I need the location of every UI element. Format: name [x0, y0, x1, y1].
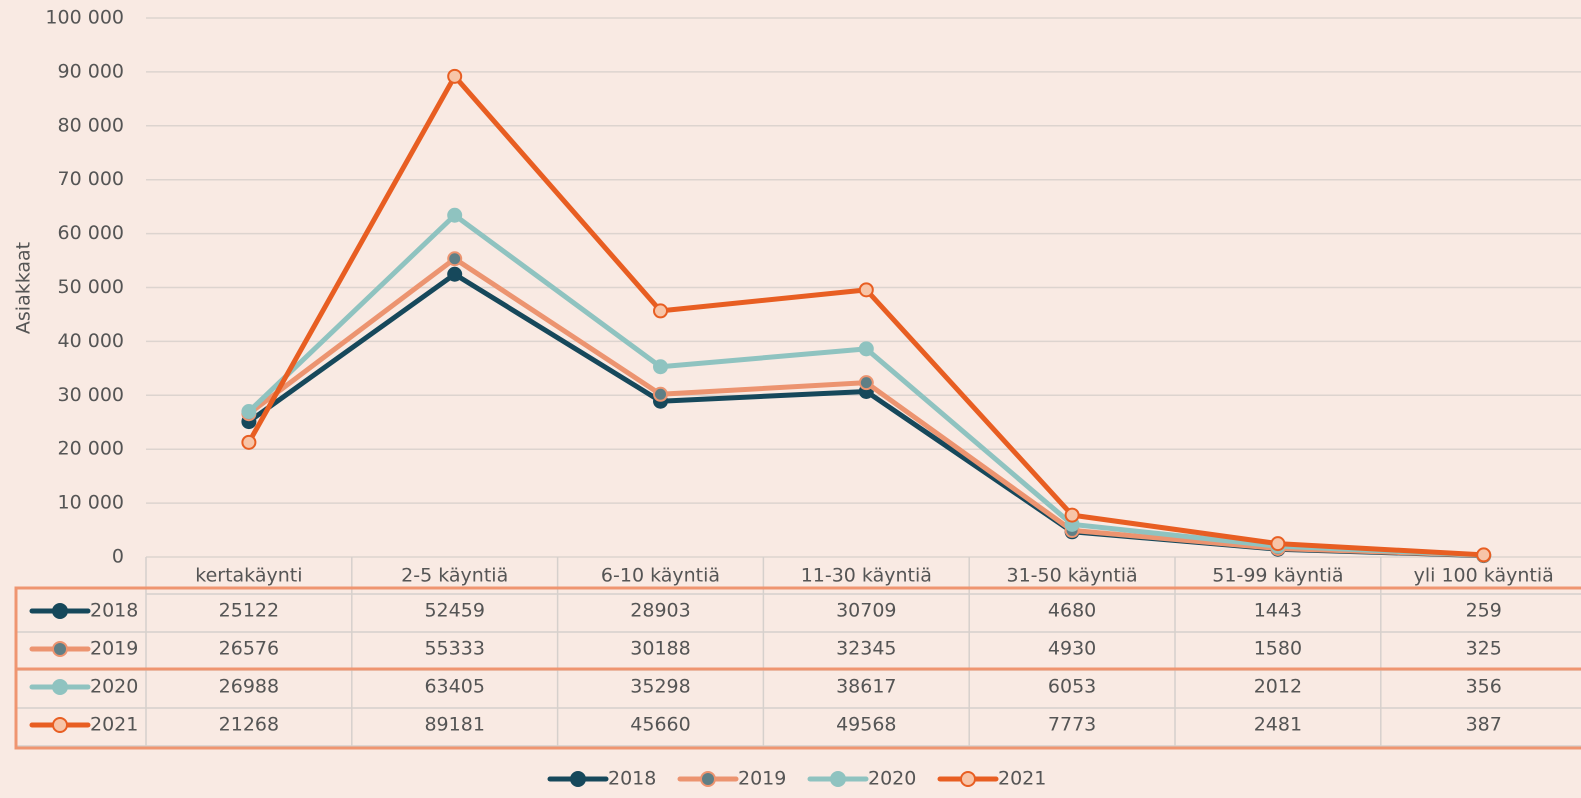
table-cell: 35298 [630, 676, 690, 698]
legend-key-marker [52, 641, 68, 657]
data-point [241, 434, 257, 450]
table-row-label: 2020 [90, 676, 138, 698]
category-label: 11-30 käyntiä [801, 565, 932, 587]
data-point [1476, 547, 1492, 563]
table-cell: 6053 [1048, 676, 1096, 698]
series-line [246, 73, 1484, 558]
table-cell: 387 [1466, 714, 1502, 736]
table-row-label: 2019 [90, 638, 138, 660]
table-cell: 28903 [630, 600, 690, 622]
table-cell: 25122 [219, 600, 279, 622]
series-line [247, 271, 1484, 559]
table-row-label: 2021 [90, 714, 138, 736]
legend-key-marker [52, 717, 68, 733]
table-cell: 26988 [219, 676, 279, 698]
y-tick-label: 20 000 [58, 438, 124, 460]
table-cell: 1580 [1254, 638, 1302, 660]
table-cell: 4680 [1048, 600, 1096, 622]
category-label: 6-10 käyntiä [601, 565, 720, 587]
table-cell: 55333 [424, 638, 484, 660]
table-cell: 45660 [630, 714, 690, 736]
table-cell: 259 [1466, 600, 1502, 622]
table-cell: 356 [1466, 676, 1502, 698]
data-point [1064, 507, 1080, 523]
legend-key-marker [52, 603, 68, 619]
table-row-label: 2018 [90, 600, 138, 622]
data-point [653, 386, 668, 402]
data-point [447, 251, 463, 267]
table-cell: 2012 [1254, 676, 1302, 698]
y-tick-label: 40 000 [58, 330, 124, 352]
legend-key-marker [700, 771, 716, 787]
series-line [247, 256, 1484, 558]
table-cell: 32345 [836, 638, 896, 660]
table-cell: 4930 [1048, 638, 1096, 660]
category-label: yli 100 käyntiä [1414, 565, 1554, 587]
legend-key-marker [570, 771, 586, 787]
data-point [1270, 536, 1286, 552]
data-point [241, 404, 257, 420]
legend-key-marker [830, 771, 846, 787]
table-cell: 89181 [424, 714, 484, 736]
y-tick-label: 70 000 [58, 168, 124, 190]
legend-label: 2019 [738, 768, 786, 790]
category-label: 31-50 käyntiä [1006, 565, 1137, 587]
category-label: 51-99 käyntiä [1212, 565, 1343, 587]
table-cell: 30188 [630, 638, 690, 660]
data-point [447, 68, 463, 84]
y-tick-label: 0 [112, 546, 124, 568]
table-cell: 26576 [219, 638, 279, 660]
y-tick-label: 60 000 [58, 222, 124, 244]
y-tick-label: 10 000 [58, 492, 124, 514]
data-point [858, 341, 874, 357]
y-tick-label: 30 000 [58, 384, 124, 406]
data-point [858, 282, 874, 298]
data-point [447, 207, 463, 223]
data-point [653, 303, 668, 319]
data-point [653, 359, 668, 375]
category-label: 2-5 käyntiä [401, 565, 508, 587]
legend-label: 2020 [868, 768, 916, 790]
table-cell: 7773 [1048, 714, 1096, 736]
table-cell: 63405 [424, 676, 484, 698]
category-label: kertakäynti [195, 565, 302, 587]
y-tick-label: 50 000 [58, 276, 124, 298]
table-cell: 1443 [1254, 600, 1302, 622]
table-cell: 49568 [836, 714, 896, 736]
legend-label: 2021 [998, 768, 1046, 790]
table-cell: 30709 [836, 600, 896, 622]
legend-label: 2018 [608, 768, 656, 790]
table-cell: 21268 [219, 714, 279, 736]
table-cell: 325 [1466, 638, 1502, 660]
table-cell: 52459 [424, 600, 484, 622]
legend-key-marker [52, 679, 68, 695]
legend-key-marker [960, 771, 976, 787]
data-point [858, 375, 874, 391]
table-cell: 2481 [1254, 714, 1302, 736]
data-point [447, 266, 463, 282]
y-tick-label: 100 000 [45, 7, 124, 29]
y-tick-label: 80 000 [58, 114, 124, 136]
y-axis-label: Asiakkaat [13, 242, 35, 334]
table-cell: 38617 [836, 676, 896, 698]
y-tick-label: 90 000 [58, 60, 124, 82]
